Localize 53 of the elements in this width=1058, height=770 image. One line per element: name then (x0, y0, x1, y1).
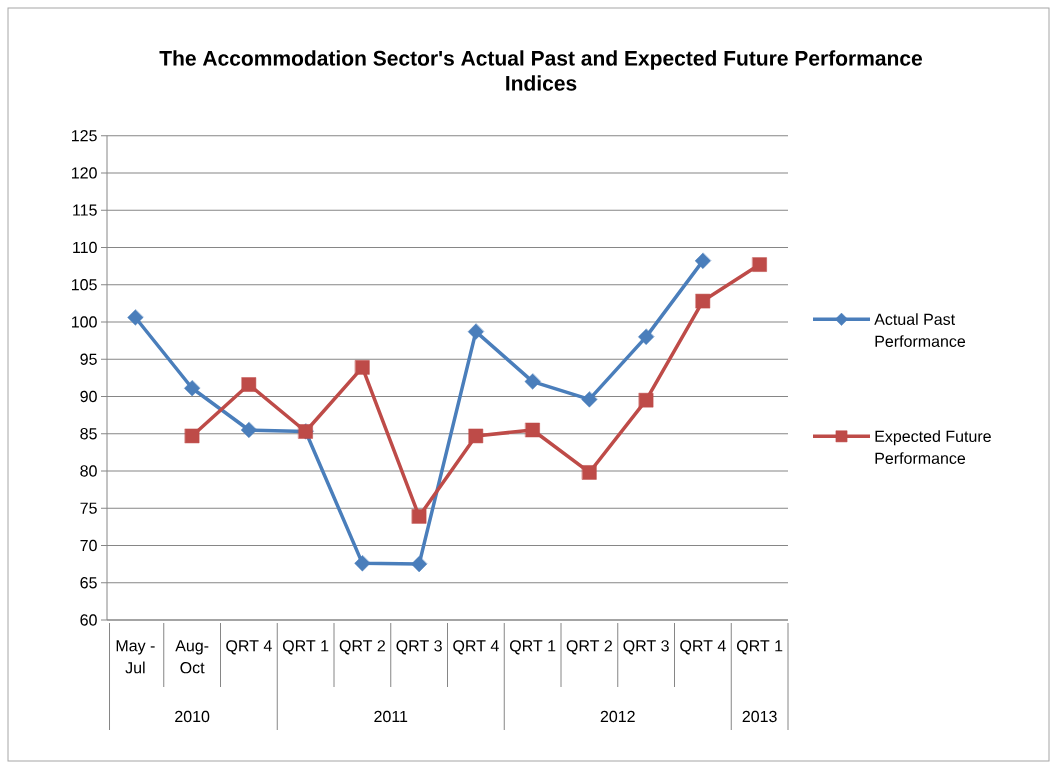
x-tick-label: QRT 4 (453, 640, 499, 655)
point (240, 421, 257, 439)
y-tick-label: 60 (80, 614, 97, 626)
y-tick-label: 75 (80, 502, 97, 514)
point (694, 252, 711, 269)
point (355, 360, 370, 375)
point (638, 328, 655, 345)
point (638, 392, 654, 408)
x-tick-label: QRT 1 (509, 640, 556, 655)
text: 2012 (600, 710, 635, 723)
point (241, 377, 257, 392)
chart-title: The Accommodation Sector's Actual Past and Expected Future Performance Indices (159, 50, 922, 91)
y-tick-label: 110 (73, 241, 97, 254)
point (411, 509, 427, 524)
point (695, 293, 711, 309)
point (354, 555, 371, 572)
point (468, 428, 484, 444)
x-tick-label: QRT 4 (680, 640, 726, 655)
x-tick-label: May - Jul (116, 640, 155, 674)
y-tick-label: 100 (72, 316, 97, 328)
legend-label: Expected Future Performance (875, 430, 991, 464)
y-tick-label: 120 (72, 167, 97, 179)
point (411, 556, 428, 573)
y-tick-label: 90 (80, 390, 97, 403)
text: 2011 (374, 710, 408, 723)
y-tick-label: 85 (80, 428, 97, 440)
x-tick-label: QRT 4 (226, 640, 272, 655)
x-tick-label: QRT 3 (396, 640, 442, 655)
point (127, 309, 144, 326)
point (184, 380, 201, 397)
point (582, 465, 597, 480)
x-tick-label: Aug- Oct (175, 640, 209, 674)
point (525, 422, 540, 438)
text: 2013 (742, 710, 777, 723)
y-tick-label: 95 (80, 353, 97, 365)
point (184, 428, 200, 444)
y-tick-label: 105 (72, 279, 97, 291)
point (752, 257, 767, 272)
y-tick-label: 115 (73, 204, 97, 216)
y-tick-label: 65 (80, 577, 97, 589)
x-tick-label: QRT 2 (339, 640, 385, 655)
point (581, 391, 598, 408)
point (524, 373, 541, 390)
x-tick-label: QRT 1 (736, 640, 783, 655)
x-tick-label: QRT 2 (566, 640, 612, 655)
x-tick-label: QRT 1 (282, 640, 329, 655)
text: 2010 (175, 710, 210, 723)
y-tick-label: 70 (80, 539, 97, 552)
legend-label: Actual Past Performance (874, 313, 966, 347)
y-tick-label: 80 (80, 465, 97, 477)
x-tick-label: QRT 3 (623, 640, 669, 655)
point (467, 323, 484, 340)
y-tick-label: 125 (72, 130, 97, 142)
